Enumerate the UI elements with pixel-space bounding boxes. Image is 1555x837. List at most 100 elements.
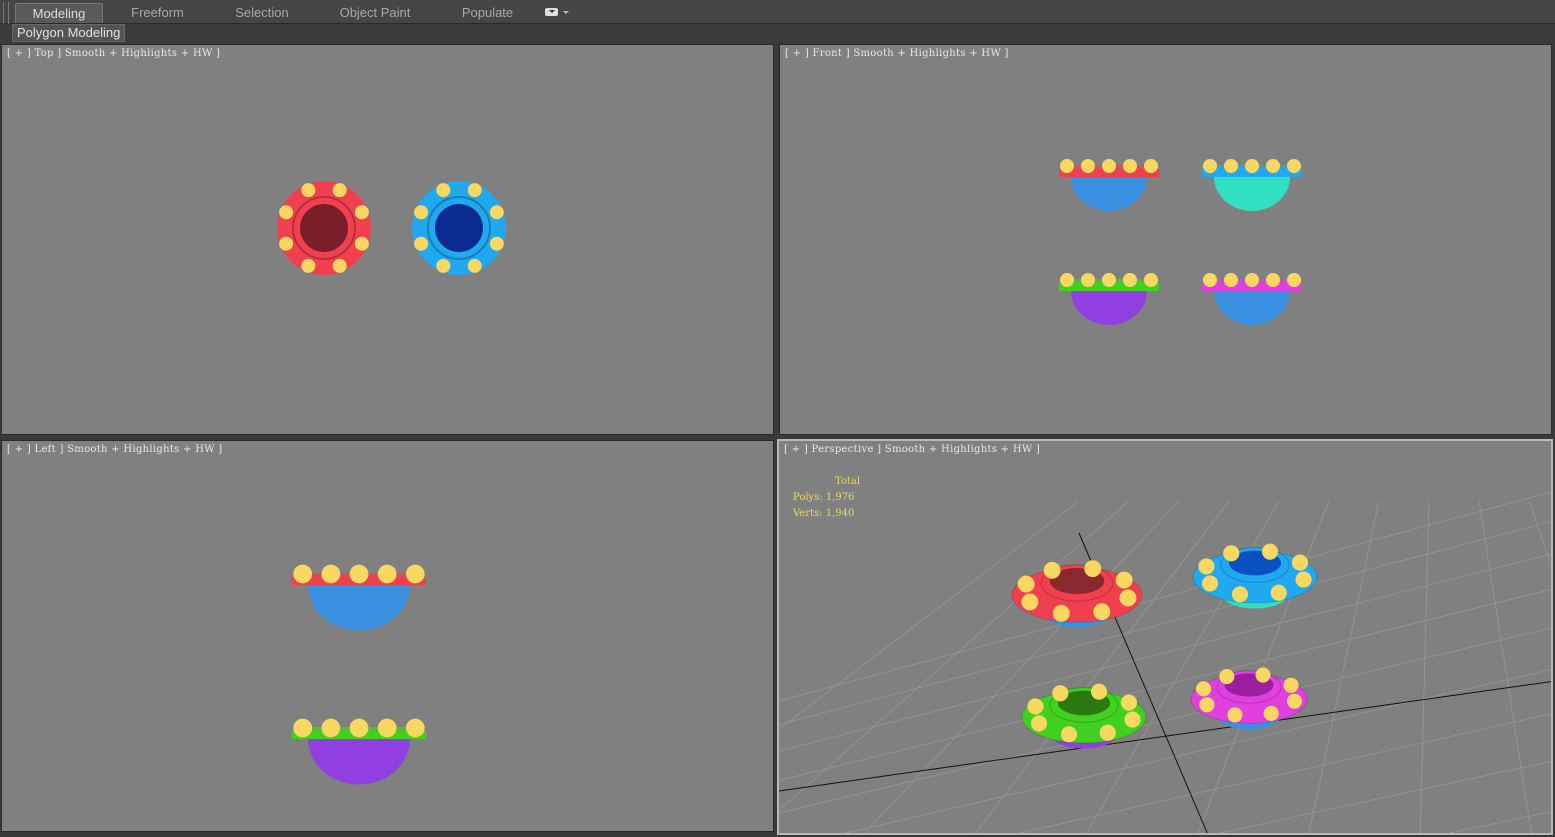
grid-axis-x xyxy=(779,681,1551,792)
grid-line xyxy=(1019,713,1551,833)
polys-label: Polys: xyxy=(793,492,823,503)
bulb xyxy=(1060,159,1074,173)
grid-line xyxy=(779,500,1080,730)
saucer-green xyxy=(1059,273,1159,325)
grid-line xyxy=(779,500,1130,811)
bulb xyxy=(1199,697,1215,713)
tab-populate[interactable]: Populate xyxy=(461,5,514,20)
polys-count: 1,976 xyxy=(825,492,855,503)
bulb xyxy=(1093,603,1111,621)
saucer-green xyxy=(292,718,426,785)
tab-selection[interactable]: Selection xyxy=(235,5,289,20)
tab-freeform[interactable]: Freeform xyxy=(131,5,184,20)
bulb xyxy=(1102,273,1116,287)
grid-line xyxy=(1220,761,1551,833)
bulb xyxy=(1224,159,1238,173)
bulb xyxy=(1102,159,1116,173)
bulb xyxy=(1052,604,1070,622)
bulb xyxy=(1123,159,1137,173)
grid-line xyxy=(975,500,1230,833)
saucer-blue xyxy=(1192,543,1318,609)
viewport-top[interactable]: [ + ] Top ] Smooth + Highlights + HW ] xyxy=(1,44,774,435)
bulb xyxy=(354,236,369,251)
grid-line xyxy=(1197,500,1330,833)
saucer-dome xyxy=(308,585,410,631)
saucer-dome xyxy=(308,739,410,785)
bulb xyxy=(1295,571,1312,588)
saucer-magenta xyxy=(1202,273,1302,325)
grid-line xyxy=(1308,500,1380,833)
bulb xyxy=(414,205,429,220)
saucer-red xyxy=(292,564,426,631)
saucer-hole xyxy=(435,204,483,252)
grid-line xyxy=(779,589,1551,781)
bulb xyxy=(489,236,504,251)
bulb xyxy=(1291,554,1309,571)
bulb xyxy=(349,718,369,738)
saucer-red xyxy=(1059,159,1159,211)
bulb xyxy=(1196,681,1212,697)
saucer-ring xyxy=(292,196,356,260)
saucer-blue xyxy=(412,181,506,275)
viewport-label-top[interactable]: [ + ] Top ] Smooth + Highlights + HW ] xyxy=(7,48,221,59)
bulb xyxy=(1283,677,1299,693)
bulb xyxy=(1043,561,1061,579)
bulb xyxy=(1270,584,1287,601)
saucer-blue xyxy=(1202,159,1302,211)
bulb xyxy=(1227,707,1243,723)
viewport-label-perspective[interactable]: [ + ] Perspective ] Smooth + Highlights … xyxy=(784,444,1041,455)
viewport-front[interactable]: [ + ] Front ] Smooth + Highlights + HW ] xyxy=(779,44,1552,435)
bulb xyxy=(279,205,294,220)
bulb xyxy=(1090,683,1108,700)
bulb xyxy=(332,183,347,198)
viewport-label-left[interactable]: [ + ] Left ] Smooth + Highlights + HW ] xyxy=(7,444,223,455)
tab-modeling[interactable]: Modeling xyxy=(15,3,103,23)
bulb xyxy=(1060,726,1078,743)
bulb xyxy=(354,205,369,220)
viewport-label-front[interactable]: [ + ] Front ] Smooth + Highlights + HW ] xyxy=(785,48,1009,59)
saucer-red xyxy=(277,181,371,275)
bulb xyxy=(1052,685,1069,702)
bulb xyxy=(293,564,313,584)
bulb xyxy=(1286,693,1302,709)
polygon-modeling-button[interactable]: Polygon Modeling xyxy=(12,24,126,42)
grid-line xyxy=(845,669,1551,833)
bulb xyxy=(1266,159,1280,173)
bulb xyxy=(321,718,341,738)
ribbon-options-icon[interactable] xyxy=(545,8,558,16)
bulb xyxy=(1084,560,1102,578)
bulb xyxy=(301,183,316,198)
bulb xyxy=(436,258,451,273)
scene-left xyxy=(292,564,426,785)
viewport-left[interactable]: [ + ] Left ] Smooth + Highlights + HW ] xyxy=(1,440,774,832)
bulb xyxy=(1266,273,1280,287)
bulb xyxy=(1081,273,1095,287)
bulb xyxy=(1231,586,1249,603)
ribbon-panel: Polygon Modeling xyxy=(0,24,1555,42)
saucer-dome xyxy=(1214,177,1290,211)
bulb xyxy=(1224,273,1238,287)
grid-line xyxy=(1528,500,1551,566)
bulb xyxy=(349,564,369,584)
bulb xyxy=(467,258,482,273)
bulb xyxy=(405,564,425,584)
bulb xyxy=(1144,273,1158,287)
bulb xyxy=(436,183,451,198)
chevron-down-icon[interactable] xyxy=(563,11,569,17)
grid-line xyxy=(779,521,1551,725)
tab-object-paint[interactable]: Object Paint xyxy=(339,5,411,20)
viewport-perspective[interactable]: [ + ] Perspective ] Smooth + Highlights … xyxy=(777,439,1553,835)
bulb xyxy=(301,258,316,273)
bulb xyxy=(1203,273,1217,287)
bulb xyxy=(1223,545,1240,562)
verts-label: Verts: xyxy=(793,508,823,519)
ribbon-grip[interactable] xyxy=(3,2,9,40)
saucer-red xyxy=(1011,560,1143,628)
bulb xyxy=(405,718,425,738)
scene-front xyxy=(1059,159,1302,325)
grid-line xyxy=(779,627,1551,814)
bulb xyxy=(1021,593,1039,611)
saucer-hole xyxy=(300,204,348,252)
stats-title: Total xyxy=(835,476,861,487)
bulb xyxy=(1263,705,1279,722)
